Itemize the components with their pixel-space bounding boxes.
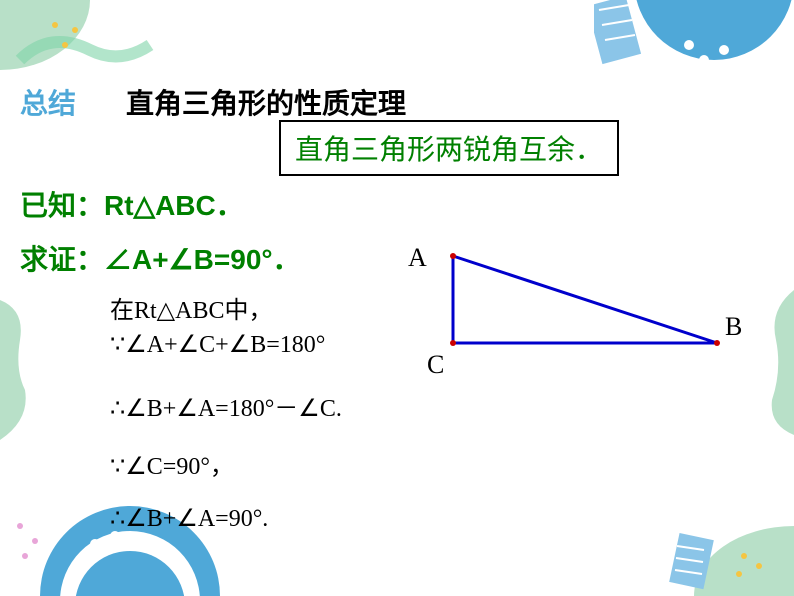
proof-line-1: 在Rt△ABC中， xyxy=(110,290,272,325)
proof-line-2: ∵∠A+∠C+∠B=180° xyxy=(110,330,325,359)
theorem-title: 直角三角形的性质定理 xyxy=(126,82,406,122)
proof-line-5: ∴∠B+∠A=90°. xyxy=(110,504,268,533)
prove-statement: 求证：∠A+∠B=90°． xyxy=(20,238,301,278)
vertex-B-label: B xyxy=(725,312,742,342)
slide-content: 总结 直角三角形的性质定理 直角三角形两锐角互余． 已知：Rt△ABC． 求证：… xyxy=(0,0,794,596)
vertex-A-label: A xyxy=(408,243,427,273)
triangle-diagram xyxy=(417,243,737,363)
theorem-box: 直角三角形两锐角互余． xyxy=(279,120,619,176)
proof-line-4: ∵∠C=90°， xyxy=(110,446,234,481)
summary-text: 总结 xyxy=(20,88,76,119)
vertex-C-label: C xyxy=(427,350,444,380)
given-statement: 已知：Rt△ABC． xyxy=(20,184,244,224)
theorem-box-text: 直角三角形两锐角互余． xyxy=(295,135,603,166)
proof-line-3: ∴∠B+∠A=180°－∠C. xyxy=(110,388,342,423)
summary-label: 总结 xyxy=(20,82,76,122)
